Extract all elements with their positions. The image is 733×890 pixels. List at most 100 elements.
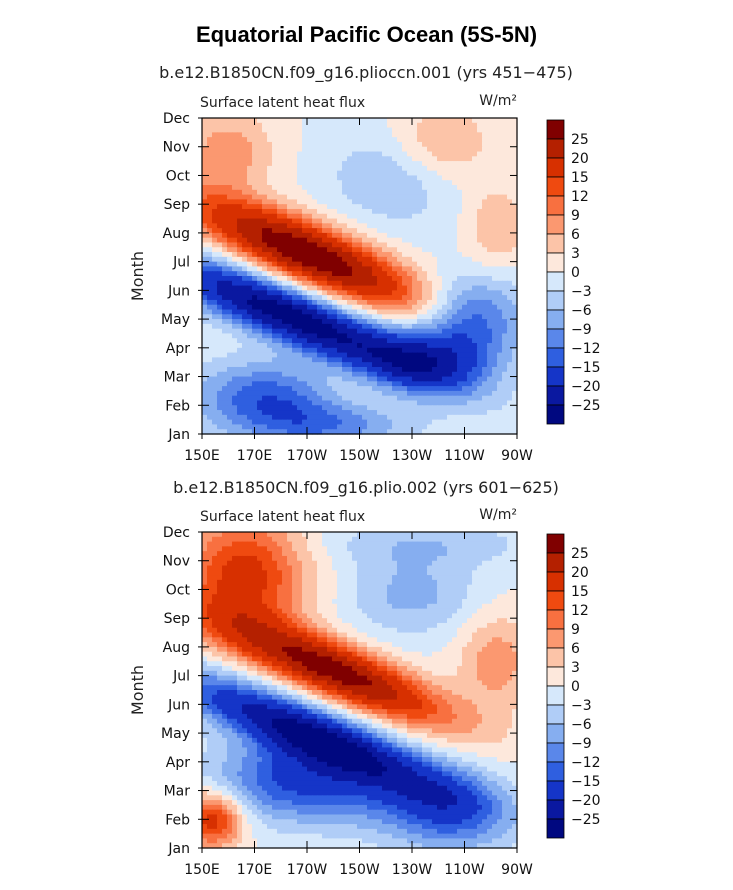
y-tick-label: Jun <box>167 283 190 299</box>
colorbar-label: 15 <box>571 584 589 600</box>
colorbar-swatch <box>546 628 565 649</box>
x-tick-label: 130W <box>392 448 433 464</box>
colorbar-swatch <box>546 119 565 140</box>
colorbar-swatch <box>546 366 565 387</box>
colorbar-label: 12 <box>571 189 589 205</box>
y-tick-label: Oct <box>166 582 191 598</box>
colorbar: 25 20 15 12 9 6 3 0 −3 −6 −9 −12 −15 −20 −25 <box>546 119 601 425</box>
colorbar-swatch <box>546 214 565 235</box>
y-tick-label: Dec <box>163 525 190 541</box>
colorbar-swatch <box>546 780 565 801</box>
colorbar: 25 20 15 12 9 6 3 0 −3 −6 −9 −12 −15 −20 −25 <box>546 533 601 839</box>
chart-panel-1: b.e12.B1850CN.f09_g16.plioccn.001 (yrs 4… <box>128 63 601 464</box>
x-tick-label: 170W <box>287 448 328 464</box>
heatmap-cells <box>202 532 518 849</box>
colorbar-swatch <box>546 404 565 425</box>
colorbar-label: 12 <box>571 603 589 619</box>
colorbar-label: −3 <box>571 698 592 714</box>
colorbar-label: 6 <box>571 227 580 243</box>
colorbar-label: 6 <box>571 641 580 657</box>
colorbar-label: 3 <box>571 246 580 262</box>
y-tick-label: Nov <box>163 554 190 570</box>
x-tick-label: 170E <box>237 448 273 464</box>
y-axis-label: Month <box>128 665 147 715</box>
colorbar-swatch <box>546 609 565 630</box>
colorbar-swatch <box>546 157 565 178</box>
colorbar-swatch <box>546 818 565 839</box>
colorbar-label: −12 <box>571 341 601 357</box>
y-tick-label: Feb <box>165 812 190 828</box>
colorbar-label: 3 <box>571 660 580 676</box>
colorbar-label: 25 <box>571 546 589 562</box>
colorbar-swatch <box>546 723 565 744</box>
x-tick-label: 90W <box>501 862 533 878</box>
y-tick-label: Jul <box>172 255 190 271</box>
colorbar-swatch <box>546 233 565 254</box>
colorbar-swatch <box>546 138 565 159</box>
figure-title: Equatorial Pacific Ocean (5S-5N) <box>195 22 538 47</box>
colorbar-swatch <box>546 666 565 687</box>
colorbar-label: −20 <box>571 379 601 395</box>
colorbar-swatch <box>546 590 565 611</box>
colorbar-label: −15 <box>571 774 601 790</box>
colorbar-label: 15 <box>571 170 589 186</box>
colorbar-label: −25 <box>571 398 601 414</box>
y-tick-label: Oct <box>166 168 191 184</box>
colorbar-swatch <box>546 309 565 330</box>
x-tick-label: 170W <box>287 862 328 878</box>
variable-label: Surface latent heat flux <box>200 95 365 111</box>
colorbar-label: 20 <box>571 565 589 581</box>
y-tick-label: Jan <box>167 427 190 443</box>
y-tick-label: Aug <box>163 226 190 242</box>
x-tick-label: 110W <box>444 862 485 878</box>
colorbar-swatch <box>546 195 565 216</box>
y-tick-label: Jul <box>172 669 190 685</box>
colorbar-label: 20 <box>571 151 589 167</box>
colorbar-swatch <box>546 533 565 554</box>
colorbar-label: −12 <box>571 755 601 771</box>
panel-subtitle: b.e12.B1850CN.f09_g16.plio.002 (yrs 601−… <box>173 478 559 498</box>
colorbar-swatch <box>546 552 565 573</box>
y-tick-label: Mar <box>164 784 191 800</box>
colorbar-label: −20 <box>571 793 601 809</box>
colorbar-label: −6 <box>571 303 592 319</box>
y-tick-label: Apr <box>166 341 190 357</box>
colorbar-label: −15 <box>571 360 601 376</box>
x-tick-label: 170E <box>237 862 273 878</box>
y-tick-label: Nov <box>163 140 190 156</box>
colorbar-swatch <box>546 799 565 820</box>
colorbar-swatch <box>546 385 565 406</box>
y-tick-label: Jun <box>167 697 190 713</box>
colorbar-label: 25 <box>571 132 589 148</box>
y-tick-label: Sep <box>164 611 191 627</box>
colorbar-label: 9 <box>571 208 580 224</box>
y-tick-label: Sep <box>164 197 191 213</box>
chart-panel-2: b.e12.B1850CN.f09_g16.plio.002 (yrs 601−… <box>128 478 601 878</box>
colorbar-label: −9 <box>571 736 592 752</box>
colorbar-swatch <box>546 685 565 706</box>
colorbar-swatch <box>546 347 565 368</box>
y-tick-label: Aug <box>163 640 190 656</box>
units-label: W/m² <box>479 507 517 523</box>
y-axis-label: Month <box>128 251 147 301</box>
x-tick-label: 130W <box>392 862 433 878</box>
colorbar-swatch <box>546 742 565 763</box>
x-tick-label: 150E <box>184 862 220 878</box>
x-tick-label: 150W <box>339 448 380 464</box>
colorbar-swatch <box>546 328 565 349</box>
units-label: W/m² <box>479 93 517 109</box>
colorbar-label: −25 <box>571 812 601 828</box>
colorbar-label: 0 <box>571 679 580 695</box>
x-tick-label: 90W <box>501 448 533 464</box>
x-tick-label: 150W <box>339 862 380 878</box>
panel-subtitle: b.e12.B1850CN.f09_g16.plioccn.001 (yrs 4… <box>159 63 573 83</box>
colorbar-swatch <box>546 704 565 725</box>
y-tick-label: May <box>161 312 190 328</box>
colorbar-label: 9 <box>571 622 580 638</box>
colorbar-label: 0 <box>571 265 580 281</box>
colorbar-swatch <box>546 761 565 782</box>
colorbar-swatch <box>546 571 565 592</box>
colorbar-swatch <box>546 271 565 292</box>
y-tick-label: Dec <box>163 111 190 127</box>
